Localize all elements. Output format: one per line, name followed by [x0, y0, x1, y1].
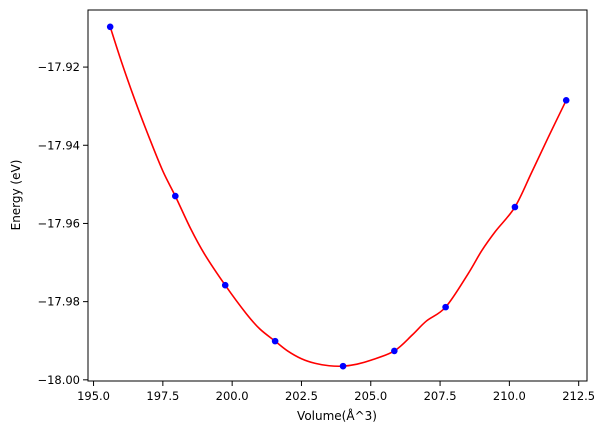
y-tick-label: −17.94	[37, 138, 80, 152]
data-point	[562, 97, 570, 104]
x-tick-label: 197.5	[146, 389, 179, 403]
data-point	[271, 337, 279, 345]
y-tick-label: −18.00	[37, 373, 80, 387]
y-axis-label: Energy (eV)	[9, 160, 23, 231]
plot-frame	[87, 9, 588, 382]
y-tick-label: −17.92	[37, 60, 80, 74]
x-tick-label: 205.0	[354, 389, 387, 403]
x-tick-label: 195.0	[77, 389, 110, 403]
data-point	[106, 23, 114, 31]
x-tick-label: 207.5	[424, 389, 457, 403]
y-tick-label: −17.98	[37, 295, 80, 309]
data-point	[339, 362, 347, 370]
plot-layer	[106, 23, 570, 370]
data-point	[511, 203, 519, 211]
data-point	[391, 347, 398, 355]
data-point	[442, 303, 449, 311]
x-tick-label: 202.5	[285, 389, 318, 403]
x-tick-label: 200.0	[216, 389, 249, 403]
axis-layer: 195.0 197.5 200.0 202.5 205.0 207.5 210.0 212.5…	[37, 60, 595, 403]
x-tick-label: 210.0	[493, 389, 526, 403]
x-tick-label: 212.5	[562, 389, 595, 403]
data-point	[172, 192, 179, 200]
data-point	[221, 281, 229, 289]
x-axis-label: Volume(Å^3)	[297, 408, 377, 423]
y-tick-label: −17.96	[37, 216, 80, 230]
